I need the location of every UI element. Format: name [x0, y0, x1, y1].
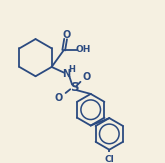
Text: Cl: Cl — [104, 156, 114, 163]
Text: H: H — [69, 65, 76, 74]
Text: O: O — [54, 93, 62, 103]
Text: O: O — [83, 72, 91, 82]
Text: S: S — [70, 81, 78, 94]
Text: O: O — [62, 30, 71, 40]
Text: N: N — [63, 69, 71, 79]
Text: OH: OH — [76, 45, 91, 54]
